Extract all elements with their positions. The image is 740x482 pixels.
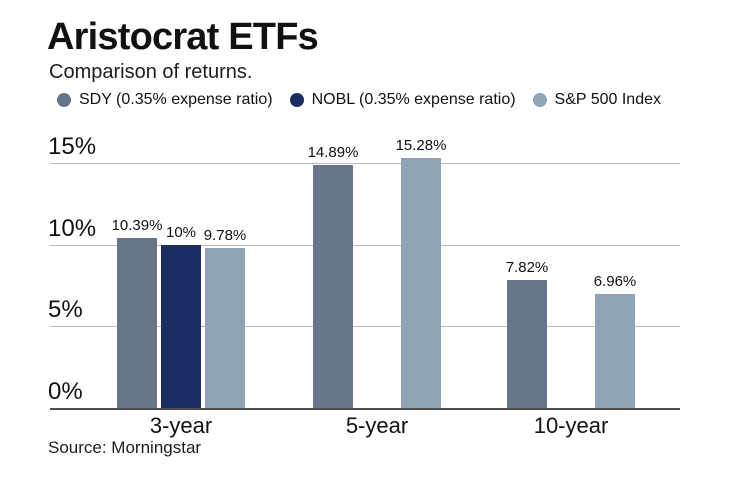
bar-value-label: 15.28% (395, 137, 447, 155)
bar-value-label: 14.89% (307, 143, 359, 161)
legend-label: NOBL (0.35% expense ratio) (311, 91, 516, 108)
y-axis-tick-label: 10% (48, 215, 97, 242)
legend-item-1: NOBL (0.35% expense ratio) (289, 91, 516, 109)
bar-5-year-series2 (401, 158, 441, 408)
x-axis-label-5-year: 5-year (345, 413, 409, 438)
gridline-15% (50, 163, 680, 164)
bar-10-year-series0 (507, 280, 547, 408)
x-axis-label-10-year: 10-year (533, 413, 609, 438)
bar-3-year-series0 (117, 238, 157, 408)
legend-dot-icon (532, 93, 547, 107)
bar-5-year-series0 (313, 164, 353, 408)
y-axis-tick-label: 5% (48, 296, 83, 323)
x-axis-label-3-year: 3-year (149, 413, 213, 438)
bar-value-label: 10% (165, 223, 197, 241)
legend-item-0: SDY (0.35% expense ratio) (57, 91, 273, 109)
legend: SDY (0.35% expense ratio) NOBL (0.35% exp… (57, 91, 661, 109)
gridline-10% (50, 245, 680, 246)
y-axis-tick-label: 15% (48, 133, 97, 160)
bar-value-label: 9.78% (203, 227, 247, 245)
chart-title: Aristocrat ETFs (47, 16, 319, 58)
bar-value-label: 6.96% (593, 273, 637, 291)
bar-3-year-series2 (205, 248, 245, 408)
legend-label: S&P 500 Index (554, 91, 661, 108)
legend-item-2: S&P 500 Index (532, 91, 661, 109)
legend-dot-icon (289, 93, 304, 107)
bar-3-year-series1 (161, 244, 201, 408)
bar-value-label: 7.82% (505, 259, 549, 277)
y-axis-tick-label: 0% (48, 378, 83, 405)
legend-dot-icon (57, 93, 71, 107)
gridline-0% (50, 408, 680, 410)
source-note: Source: Morningstar (48, 438, 202, 457)
bar-10-year-series2 (595, 294, 635, 408)
bar-value-label: 10.39% (111, 217, 163, 235)
gridline-5% (50, 326, 680, 327)
chart-subtitle: Comparison of returns. (49, 61, 253, 83)
legend-label: SDY (0.35% expense ratio) (79, 91, 273, 108)
